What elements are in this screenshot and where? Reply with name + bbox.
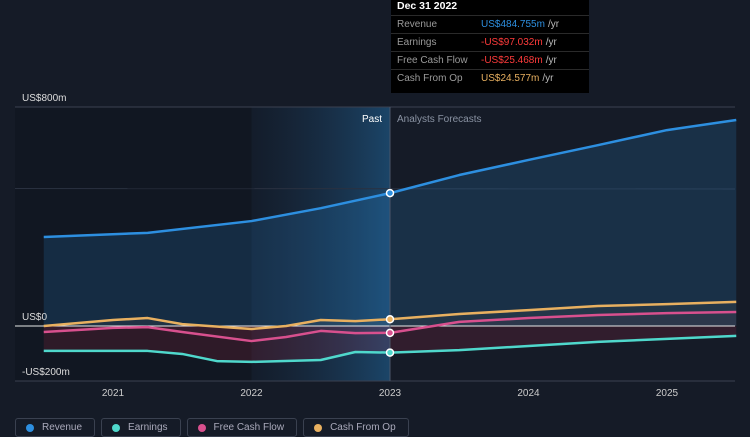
tooltip-label: Revenue (397, 19, 438, 30)
tooltip-row-earnings: Earnings -US$97.032m/yr (391, 33, 589, 51)
legend-dot-icon (26, 423, 34, 432)
tooltip-label: Cash From Op (397, 73, 463, 84)
series-line-revenue (43, 118, 737, 239)
x-tick-label: 2021 (102, 388, 125, 399)
tooltip-row-fcf: Free Cash Flow -US$25.468m/yr (391, 51, 589, 69)
tooltip-row-revenue: Revenue US$484.755m/yr (391, 15, 589, 33)
data-point (385, 188, 395, 198)
legend-dot-icon (314, 423, 323, 432)
x-tick-label: 2022 (240, 388, 263, 399)
data-point (385, 348, 395, 357)
past-label: Past (362, 114, 382, 125)
forecast-label: Analysts Forecasts (397, 114, 481, 125)
tooltip-date: Dec 31 2022 (397, 0, 458, 12)
legend-label: Free Cash Flow (213, 422, 285, 433)
data-point (385, 328, 395, 338)
legend-revenue[interactable]: Revenue (15, 418, 96, 437)
tooltip-label: Free Cash Flow (397, 55, 468, 66)
tooltip-unit: /yr (547, 19, 560, 30)
legend-earnings[interactable]: Earnings (101, 418, 181, 437)
tooltip-value: -US$97.032m (481, 37, 543, 48)
x-tick-label: 2025 (656, 388, 679, 399)
series-line-cash-from-op (43, 300, 737, 331)
legend-dot-icon (197, 423, 206, 432)
y-tick-label: US$800m (22, 93, 66, 104)
tooltip-unit: /yr (545, 55, 557, 66)
legend-label: Earnings (128, 422, 168, 433)
tooltip-unit: /yr (542, 73, 554, 84)
tooltip-value: US$24.577m (481, 73, 540, 84)
gridline (14, 188, 736, 190)
x-tick-label: 2023 (379, 388, 402, 399)
legend-dot-icon (112, 423, 121, 432)
y-tick-label: US$0 (22, 312, 47, 323)
legend-label: Cash From Op (330, 422, 396, 433)
tooltip-value: -US$25.468m (481, 55, 543, 66)
series-line-earnings (43, 334, 737, 364)
x-tick-label: 2024 (517, 388, 540, 399)
y-tick-label: -US$200m (22, 367, 70, 378)
tooltip-label: Earnings (397, 37, 437, 48)
data-point (385, 315, 395, 324)
tooltip: Dec 31 2022 Revenue US$484.755m/yr Earnin… (391, 0, 589, 93)
legend-label: Revenue (42, 422, 83, 433)
tooltip-value: US$484.755m (481, 19, 545, 30)
legend-free-cash-flow[interactable]: Free Cash Flow (186, 418, 298, 437)
tooltip-unit: /yr (545, 37, 557, 48)
highlight-region (251, 107, 390, 381)
series-line-free-cash-flow (43, 310, 737, 343)
legend-cash-from-op[interactable]: Cash From Op (303, 418, 409, 437)
legend: Revenue Earnings Free Cash Flow Cash Fro… (15, 418, 409, 437)
tooltip-row-cfo: Cash From Op US$24.577m/yr (391, 69, 589, 87)
